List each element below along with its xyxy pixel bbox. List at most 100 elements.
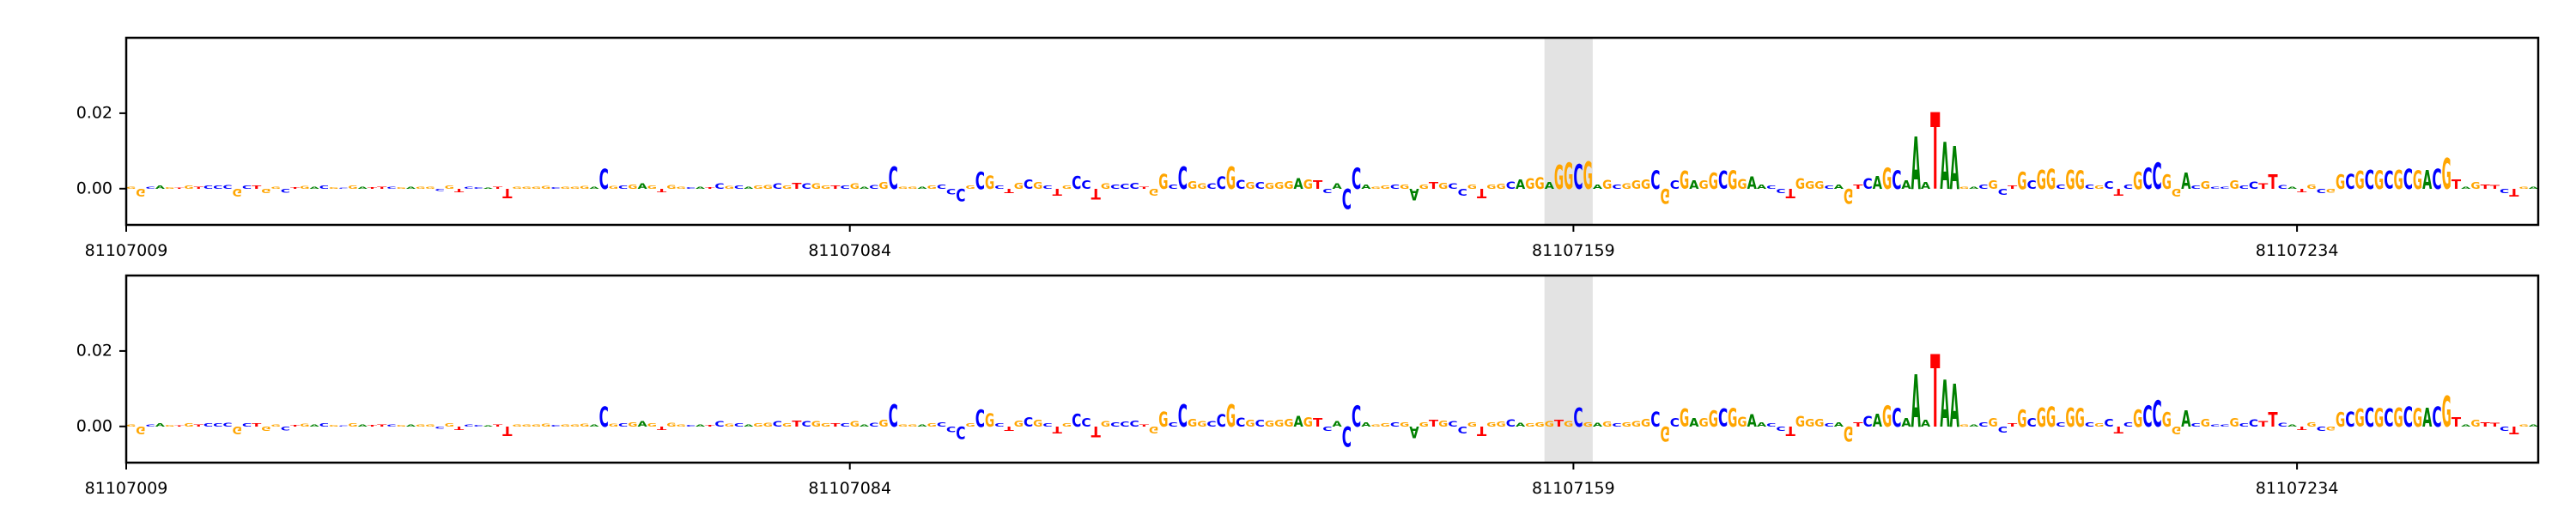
logo-letter: C <box>319 422 329 427</box>
axes-frame <box>125 36 2540 227</box>
logo-letter: C <box>599 402 609 433</box>
logo-letter: C <box>869 184 878 190</box>
logo-letter: G <box>1564 156 1573 197</box>
logo-letter: A <box>1333 182 1343 191</box>
logo-letter: G <box>1274 180 1284 191</box>
logo-letter: C <box>1352 400 1361 434</box>
logo-letter: G <box>1033 179 1042 191</box>
logo-letter: C <box>1612 422 1621 428</box>
logo-letter: G <box>416 424 425 427</box>
logo-letter: G <box>1486 183 1496 191</box>
logo-letter: T <box>1554 418 1564 429</box>
logo-letter: C <box>1718 167 1728 195</box>
logo-letter: C <box>1072 173 1081 194</box>
logo-letter: C <box>1998 186 2008 196</box>
y-tick-label: 0.02 <box>76 341 112 360</box>
logo-letter: G <box>397 425 406 427</box>
logo-letter: C <box>2278 421 2287 427</box>
panel: G G C A G T G T C C C G C T G G C T G A C G C G A T T C G A G G C GT C C A T T… <box>76 36 2540 260</box>
logo-letter: A <box>1901 416 1911 429</box>
logo-letter: A <box>1921 180 1930 191</box>
logo-letter: G <box>666 185 676 191</box>
logo-letter: C <box>1892 403 1901 433</box>
logo-letter: C <box>464 186 473 190</box>
logo-letter: T <box>657 426 667 431</box>
logo-letter: G <box>1661 421 1670 445</box>
logo-letter: A <box>1940 129 1949 203</box>
logo-letter: C <box>222 184 232 190</box>
logo-letter: T <box>1004 187 1014 195</box>
logo-letter: G <box>763 185 773 191</box>
logo-letter: G <box>561 424 570 427</box>
logo-letter: T <box>2114 186 2124 197</box>
logo-letter: C <box>1573 157 1583 197</box>
logo-letter: G <box>927 185 937 190</box>
logo-letter: A <box>696 424 706 427</box>
logo-letter: G <box>348 185 357 190</box>
logo-letter: A <box>2287 186 2298 190</box>
logo-letter: A <box>1333 420 1343 429</box>
logo-letter: G <box>647 185 657 190</box>
logo-letter: A <box>1294 413 1304 430</box>
logo-letter: C <box>714 419 724 428</box>
x-tick-label: 81107084 <box>808 479 891 498</box>
logo-letter: A <box>744 186 754 190</box>
logo-letter: C <box>435 188 445 191</box>
logo-letter: G <box>1400 421 1409 428</box>
logo-letter: G <box>2094 423 2104 428</box>
logo-letter: G <box>985 173 994 194</box>
logo-letter: C <box>1862 413 1872 430</box>
logo-letter: G <box>1188 179 1197 192</box>
logo-letter: T <box>792 419 802 429</box>
logo-letter: G <box>1554 159 1564 197</box>
logo-letter: C <box>1178 162 1188 197</box>
logo-letter: T <box>1853 183 1863 191</box>
logo-letter: C <box>1458 424 1467 434</box>
logo-letter: A <box>1969 424 1979 427</box>
logo-letter: G <box>126 186 136 189</box>
logo-letter: G <box>445 422 454 427</box>
logo-letter: C <box>869 421 878 427</box>
logo-letter: A <box>1873 410 1882 431</box>
logo-letter: G <box>2229 179 2239 192</box>
logo-letter: A <box>1516 421 1526 427</box>
logo-letter: C <box>1650 165 1660 195</box>
logo-letter: C <box>1718 405 1728 433</box>
logo-letter: C <box>1448 419 1457 428</box>
logo-letter: G <box>850 182 860 191</box>
logo-letter: C <box>956 421 965 440</box>
logo-letter: G <box>2046 401 2056 433</box>
logo-letter: G <box>1525 423 1534 428</box>
logo-letter: C <box>2142 401 2152 434</box>
logo-letter: T <box>2481 183 2491 191</box>
logo-letter: G <box>1641 417 1650 429</box>
logo-letter: T <box>2451 178 2462 192</box>
logo-letter: A <box>1689 179 1698 191</box>
logo-letter: G <box>1534 174 1544 193</box>
logo-letter: C <box>1206 182 1216 191</box>
logo-letter: A <box>1834 421 1844 428</box>
logo-letter: C <box>994 422 1004 427</box>
logo-letter: G <box>1882 163 1892 197</box>
logo-letter: C <box>773 182 782 191</box>
logo-letter: T <box>1786 423 1796 438</box>
logo-letter: G <box>184 185 193 191</box>
logo-letter: G <box>1400 183 1409 191</box>
logo-letter: C <box>2142 163 2152 197</box>
logo-letter: C <box>1236 178 1245 191</box>
logo-letter: A <box>1361 421 1370 428</box>
logo-letter: G <box>2470 179 2480 191</box>
logo-letter: G <box>2306 183 2316 191</box>
logo-letter: C <box>145 186 155 190</box>
logo-letter: A <box>1409 422 1419 440</box>
logo-letter: T <box>830 422 841 427</box>
logo-letter: G <box>2442 151 2451 199</box>
logo-letter: C <box>338 187 348 189</box>
logo-letter: A <box>917 186 927 190</box>
logo-letter: A <box>860 424 870 427</box>
logo-letter: G <box>1661 184 1670 208</box>
y-tick-label: 0.02 <box>76 103 112 122</box>
logo-letter: G <box>2065 403 2075 433</box>
logo-letter: G <box>2374 404 2384 433</box>
logo-letter: C <box>618 422 628 427</box>
